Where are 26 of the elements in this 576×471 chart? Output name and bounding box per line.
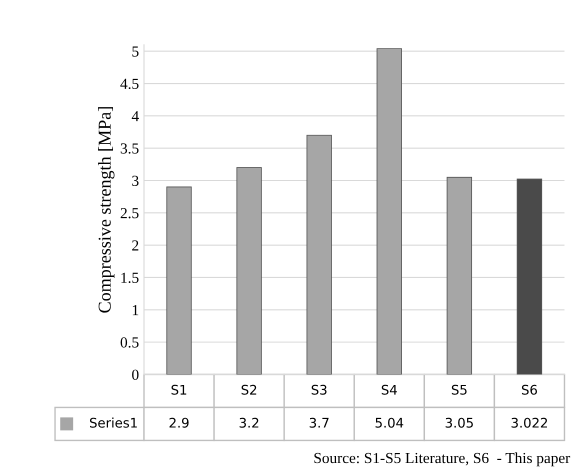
x-tick-label: S6 (522, 384, 537, 395)
x-tick-label: S2 (242, 384, 256, 395)
y-tick-label: 1 (132, 305, 138, 316)
y-tick-label: 0.5 (120, 337, 139, 348)
y-tick-label: 3.5 (120, 143, 139, 154)
data-label: 3.2 (240, 418, 258, 428)
x-tick-label: S4 (382, 384, 397, 395)
y-tick-label: 1.5 (121, 272, 139, 283)
data-label: 3.7 (310, 418, 329, 428)
y-axis-title: Compressive strength [MPa] (98, 107, 114, 313)
x-tick-label: S3 (312, 384, 327, 395)
y-tick-label: 2.5 (120, 208, 139, 218)
y-tick-label: 3 (132, 176, 139, 186)
source-note: Source: S1-S5 Literature, S6 - This paper (314, 452, 570, 466)
data-label: 3.05 (446, 418, 473, 428)
y-tick-label: 4.5 (120, 78, 139, 90)
data-label: 2.9 (170, 418, 189, 428)
y-tick-label: 0 (132, 370, 139, 380)
legend-label: Series1 (90, 418, 137, 428)
y-tick-label: 2 (132, 240, 138, 250)
data-label: 5.04 (376, 418, 404, 428)
data-label: 3.022 (512, 418, 548, 428)
y-tick-label: 5 (132, 46, 139, 57)
x-tick-label: S5 (452, 384, 467, 395)
x-tick-label: S1 (172, 384, 186, 395)
y-tick-label: 4 (132, 111, 139, 122)
